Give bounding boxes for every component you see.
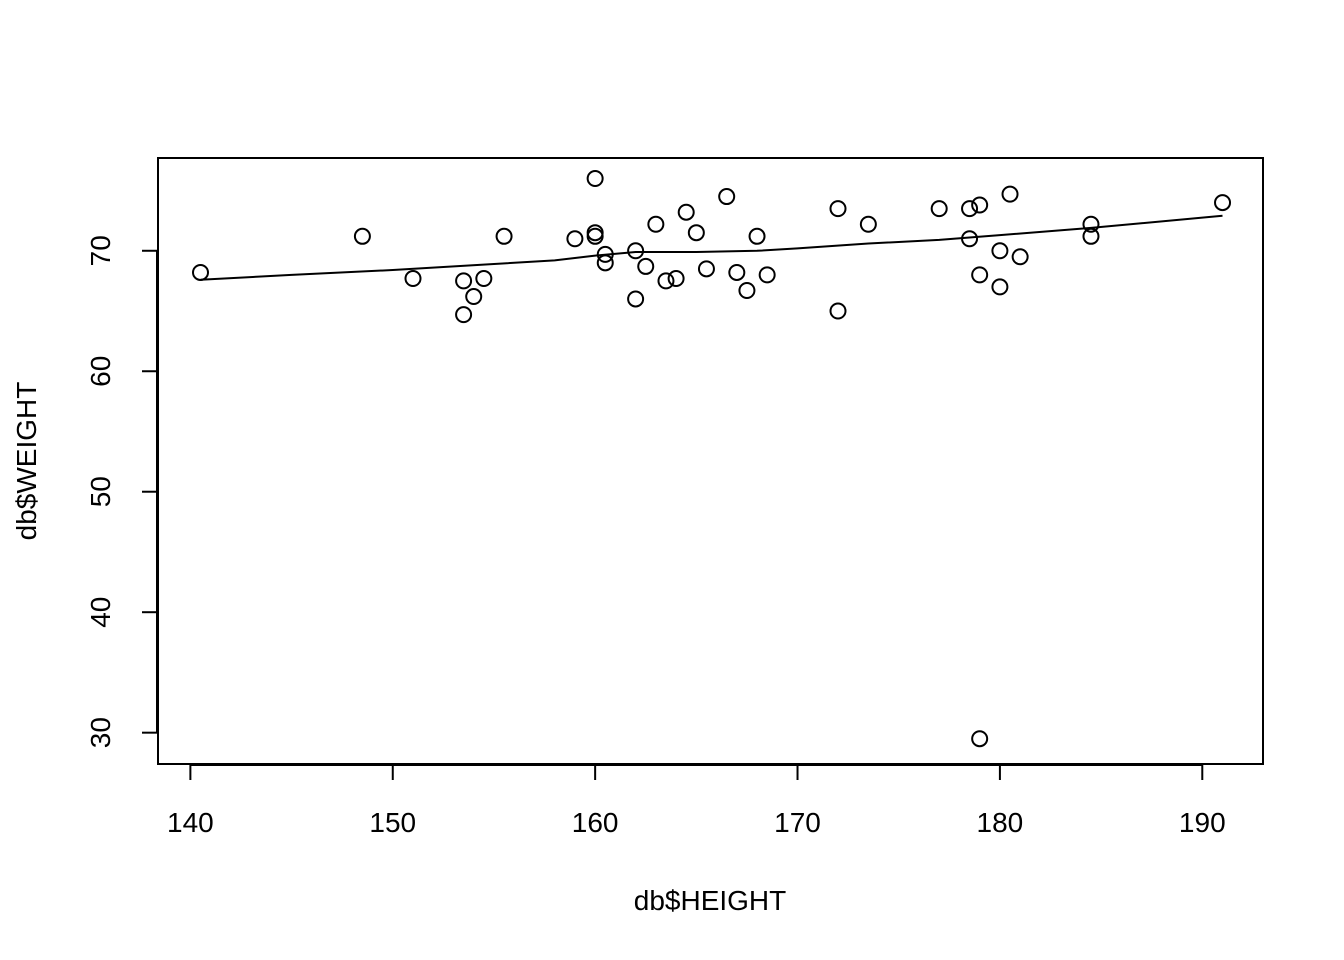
x-tick-label: 190 [1179, 807, 1226, 838]
data-point [1011, 248, 1029, 266]
smooth-line [200, 214, 1223, 281]
x-axis-label: db$HEIGHT [634, 885, 787, 916]
data-point [455, 272, 473, 290]
data-point [1082, 215, 1100, 233]
data-point [192, 263, 209, 281]
data-point [455, 306, 473, 324]
data-point [465, 288, 483, 306]
data-point [991, 278, 1009, 296]
data-point [586, 169, 604, 187]
y-tick-label: 60 [85, 356, 116, 387]
data-point [667, 269, 685, 287]
x-tick-label: 160 [572, 807, 619, 838]
data-point [495, 227, 513, 245]
data-point [971, 196, 989, 214]
x-tick-label: 170 [774, 807, 821, 838]
data-point [1214, 194, 1232, 212]
y-tick-label: 40 [85, 597, 116, 628]
data-point [829, 200, 847, 218]
data-point [748, 227, 766, 245]
data-point [758, 266, 776, 284]
data-point [697, 260, 715, 278]
plot-frame [157, 157, 1264, 765]
data-point [738, 282, 756, 300]
data-point [657, 272, 675, 290]
data-point [627, 290, 645, 308]
data-point [829, 302, 847, 320]
y-tick-label: 30 [85, 717, 116, 748]
data-point [971, 730, 989, 748]
data-point [930, 200, 948, 218]
data-point [627, 242, 645, 260]
x-axis: 140 150 160 170 180 190 [167, 764, 1226, 838]
data-point [475, 269, 493, 287]
data-point [718, 188, 736, 206]
data-point [637, 257, 655, 275]
data-point [596, 254, 614, 272]
y-axis-label: db$WEIGHT [11, 382, 42, 541]
y-axis: 30 40 50 60 70 [85, 235, 158, 748]
data-point [728, 263, 746, 281]
data-point [586, 224, 604, 242]
data-point [404, 269, 422, 287]
data-point [961, 200, 979, 218]
data-point [1082, 227, 1100, 245]
data-point [586, 227, 604, 245]
data-point [991, 242, 1009, 260]
x-tick-label: 180 [977, 807, 1024, 838]
data-point [859, 215, 877, 233]
y-tick-label: 70 [85, 235, 116, 266]
y-tick-label: 50 [85, 476, 116, 507]
data-point [1001, 185, 1019, 203]
x-tick-label: 140 [167, 807, 214, 838]
data-point [647, 215, 665, 233]
x-tick-label: 150 [369, 807, 416, 838]
data-points [192, 169, 1232, 748]
data-point [971, 266, 989, 284]
data-point [687, 224, 705, 242]
data-point [961, 230, 979, 248]
data-point [353, 227, 371, 245]
data-point [566, 230, 584, 248]
data-point [677, 203, 695, 221]
data-point [596, 245, 614, 263]
